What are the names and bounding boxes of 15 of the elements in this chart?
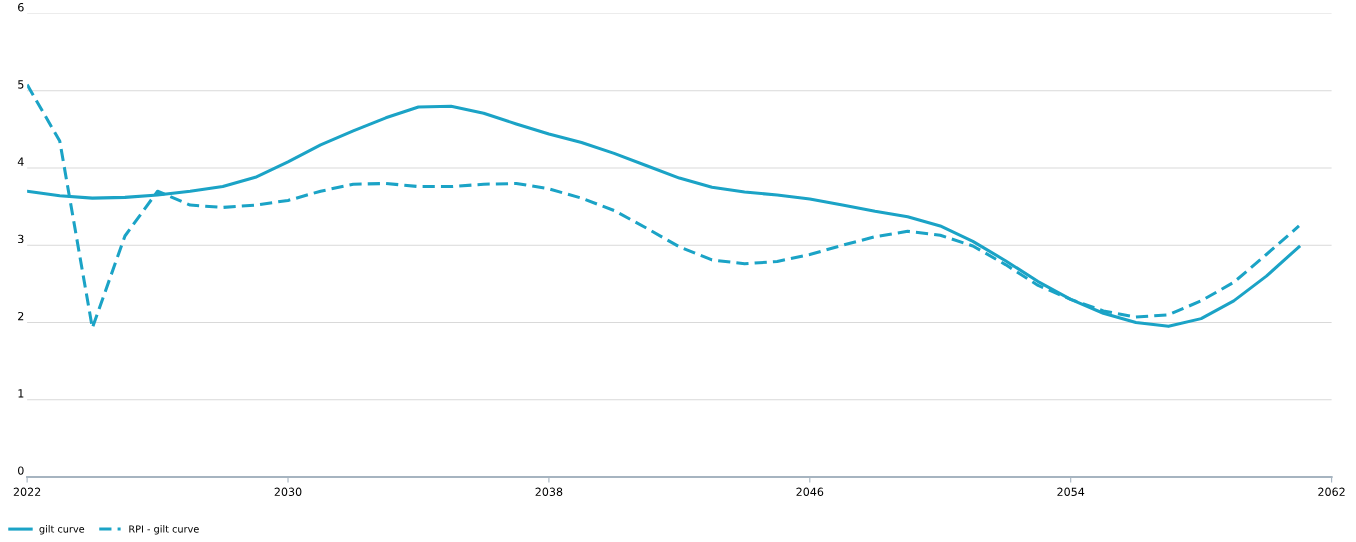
legend-label: gilt curve [39, 525, 85, 535]
y-tick-label: 4 [17, 157, 24, 166]
x-tick-label: 2046 [796, 487, 824, 496]
x-tick-label: 2054 [1057, 487, 1085, 496]
x-tick-label: 2038 [535, 487, 563, 496]
x-tick-label: 2030 [274, 487, 302, 496]
x-tick-label: 2022 [13, 487, 41, 496]
y-tick-label: 0 [18, 466, 24, 475]
legend-label: RPI - gilt curve [129, 525, 199, 535]
y-tick-label: 1 [18, 389, 24, 398]
y-tick-label: 3 [18, 234, 24, 244]
x-tick-label: 2062 [1318, 487, 1345, 496]
y-tick-label: 6 [18, 2, 24, 12]
y-tick-label: 2 [18, 311, 24, 321]
y-tick-label: 5 [18, 80, 24, 89]
